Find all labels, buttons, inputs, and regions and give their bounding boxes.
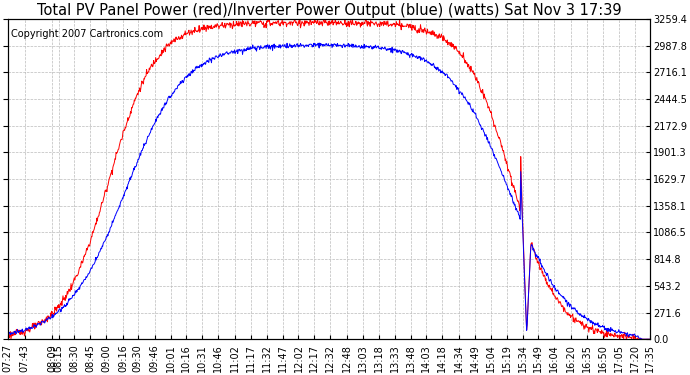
Text: Copyright 2007 Cartronics.com: Copyright 2007 Cartronics.com	[11, 28, 163, 39]
Title: Total PV Panel Power (red)/Inverter Power Output (blue) (watts) Sat Nov 3 17:39: Total PV Panel Power (red)/Inverter Powe…	[37, 3, 622, 18]
